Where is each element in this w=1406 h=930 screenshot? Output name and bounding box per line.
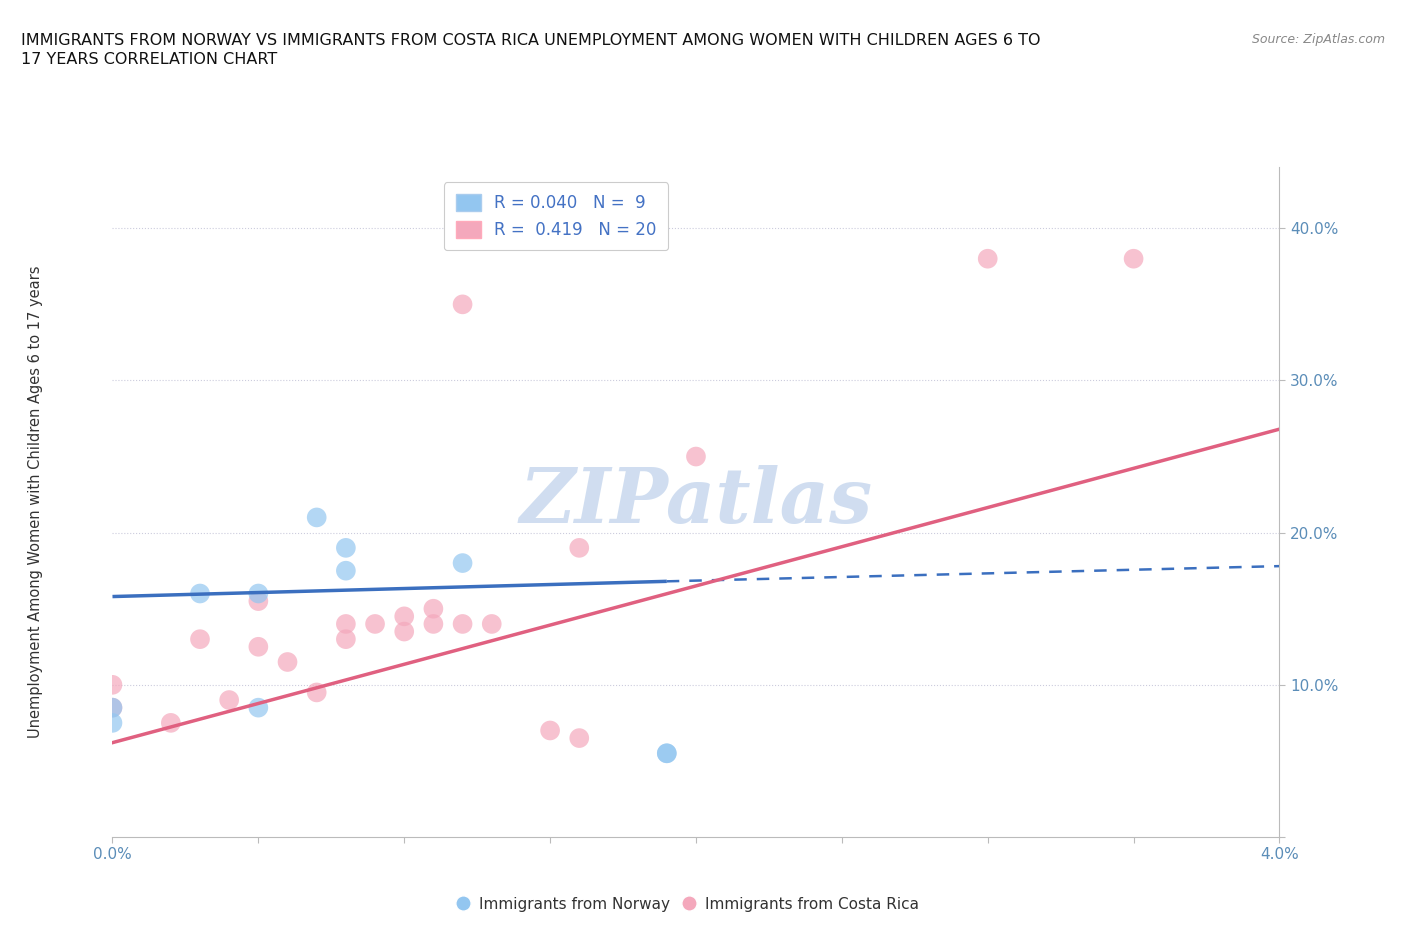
- Point: [392, 624, 416, 639]
- Point: [451, 297, 474, 312]
- Point: [392, 609, 416, 624]
- Point: [1122, 251, 1144, 266]
- Point: [568, 540, 591, 555]
- Point: [247, 586, 270, 601]
- Point: [101, 700, 124, 715]
- Point: [305, 685, 328, 700]
- Point: [655, 746, 678, 761]
- Point: [335, 540, 357, 555]
- Point: [247, 639, 270, 654]
- Point: [685, 449, 707, 464]
- Point: [218, 693, 240, 708]
- Point: [101, 715, 124, 730]
- Legend: Immigrants from Norway, Immigrants from Costa Rica: Immigrants from Norway, Immigrants from …: [453, 891, 925, 918]
- Point: [101, 700, 124, 715]
- Point: [335, 564, 357, 578]
- Point: [655, 746, 678, 761]
- Point: [451, 555, 474, 570]
- Point: [976, 251, 998, 266]
- Point: [335, 617, 357, 631]
- Point: [101, 677, 124, 692]
- Text: ZIPatlas: ZIPatlas: [519, 465, 873, 539]
- Point: [188, 631, 211, 646]
- Point: [481, 617, 503, 631]
- Point: [160, 715, 183, 730]
- Point: [538, 723, 561, 737]
- Point: [188, 586, 211, 601]
- Point: [422, 617, 444, 631]
- Point: [305, 510, 328, 525]
- Point: [422, 602, 444, 617]
- Text: IMMIGRANTS FROM NORWAY VS IMMIGRANTS FROM COSTA RICA UNEMPLOYMENT AMONG WOMEN WI: IMMIGRANTS FROM NORWAY VS IMMIGRANTS FRO…: [21, 33, 1040, 67]
- Point: [247, 700, 270, 715]
- Text: Source: ZipAtlas.com: Source: ZipAtlas.com: [1251, 33, 1385, 46]
- Legend: R = 0.040   N =  9, R =  0.419   N = 20: R = 0.040 N = 9, R = 0.419 N = 20: [444, 182, 668, 250]
- Point: [568, 731, 591, 746]
- Point: [247, 593, 270, 608]
- Point: [276, 655, 298, 670]
- Text: Unemployment Among Women with Children Ages 6 to 17 years: Unemployment Among Women with Children A…: [28, 266, 42, 738]
- Point: [335, 631, 357, 646]
- Point: [451, 617, 474, 631]
- Point: [364, 617, 387, 631]
